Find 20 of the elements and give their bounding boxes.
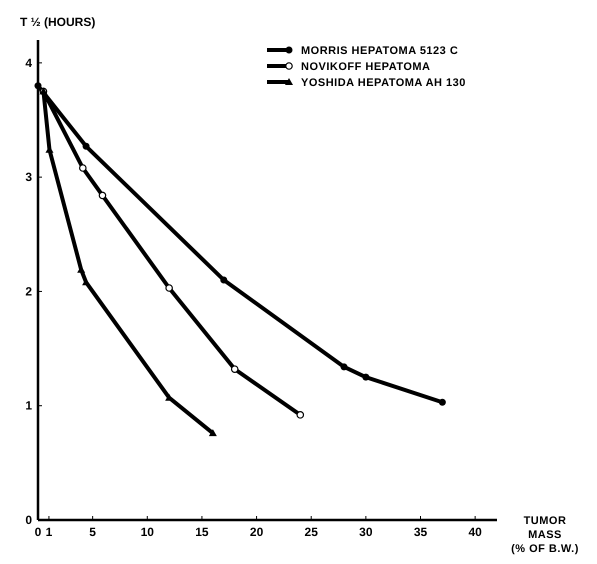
- legend-label: NOVIKOFF HEPATOMA: [301, 61, 430, 73]
- x-tick-label: 40: [468, 525, 482, 539]
- y-tick-label: 3: [25, 170, 32, 184]
- x-tick-label: 35: [414, 525, 428, 539]
- y-tick-label: 0: [25, 513, 32, 527]
- x-tick-label: 10: [140, 525, 154, 539]
- y-tick-label: 4: [25, 56, 32, 70]
- x-tick-label: 0: [34, 525, 42, 539]
- y-tick-label: 1: [25, 398, 32, 413]
- legend-label: YOSHIDA HEPATOMA AH 130: [301, 77, 466, 89]
- x-tick-label: 30: [359, 525, 373, 539]
- x-tick-label: 5: [89, 525, 96, 539]
- x-tick-label: 25: [304, 525, 318, 539]
- x-tick-label: 20: [250, 525, 264, 539]
- x-axis-title: TUMOR MASS (% OF B.W.): [511, 515, 579, 555]
- x-tick-label: 15: [195, 525, 209, 539]
- x-tick-label: 1: [46, 525, 53, 539]
- legend-label: MORRIS HEPATOMA 5123 C: [301, 45, 458, 57]
- y-axis-title: T ½ (HOURS): [20, 15, 96, 29]
- y-tick-label: 2: [25, 284, 32, 298]
